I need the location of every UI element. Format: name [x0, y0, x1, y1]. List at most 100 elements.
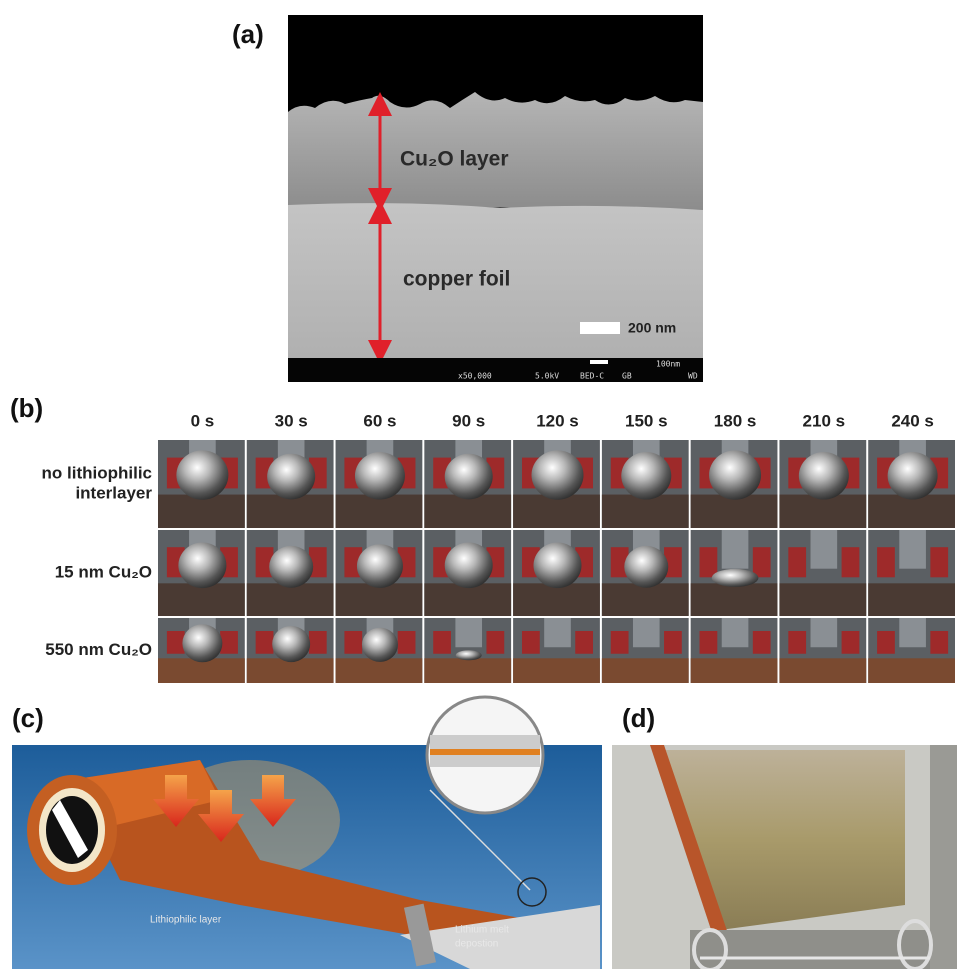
annotation: copper foil [403, 268, 510, 291]
substrate [779, 658, 866, 683]
row-label: 15 nm Cu₂O [55, 562, 152, 581]
cell-bg [753, 631, 771, 654]
time-label: 210 s [803, 411, 846, 430]
cell-bg [544, 618, 571, 647]
droplet [888, 452, 938, 500]
cell-bg [930, 631, 948, 654]
annotation: Lithiophilic layer [150, 915, 222, 926]
substrate [691, 658, 778, 683]
photo [612, 745, 957, 969]
cell-bg [256, 631, 274, 654]
cell-bg [930, 547, 948, 577]
time-label: 60 s [363, 411, 396, 430]
scale-bar-label: 200 nm [628, 320, 676, 336]
cell-bg [842, 547, 860, 577]
droplet [357, 544, 403, 588]
droplet [709, 450, 761, 499]
substrate [158, 583, 245, 616]
schematic [12, 697, 602, 969]
substrate [868, 658, 955, 683]
cell-bg [877, 631, 895, 654]
row-label: no lithiophilic [42, 463, 152, 482]
cell-bg [811, 618, 838, 647]
droplet [799, 452, 849, 500]
droplet [267, 454, 315, 500]
droplet [269, 546, 313, 588]
substrate [868, 583, 955, 616]
cell-bg [522, 631, 540, 654]
cell-bg [167, 631, 185, 654]
time-label: 180 s [714, 411, 757, 430]
cell-bg [811, 530, 838, 569]
droplet [362, 628, 398, 662]
annotation: Lithium melt [455, 925, 509, 936]
substrate [868, 495, 955, 528]
cell-bg [899, 530, 926, 569]
cell-bg [842, 631, 860, 654]
cell-bg [664, 631, 682, 654]
droplet [445, 543, 493, 589]
row-label: 550 nm Cu₂O [45, 640, 152, 659]
droplet [621, 452, 671, 500]
sem-info-text: WD [688, 372, 698, 381]
cell-bg [455, 618, 482, 647]
substrate [602, 583, 689, 616]
droplet [178, 543, 226, 589]
cell-bg [788, 631, 806, 654]
substrate [602, 495, 689, 528]
cell-bg [486, 631, 504, 654]
droplet [624, 546, 668, 588]
annotation: depostion [455, 939, 498, 950]
substrate [513, 583, 600, 616]
droplet [445, 454, 493, 500]
cell-bg [700, 547, 718, 577]
substrate [691, 583, 778, 616]
time-label: 90 s [452, 411, 485, 430]
droplet [456, 650, 482, 660]
cell-bg [309, 631, 327, 654]
sem-info-text: GB [622, 372, 632, 381]
cell-bg [433, 631, 451, 654]
panel-label: (a) [232, 19, 264, 49]
time-label: 0 s [191, 411, 215, 430]
droplet [532, 450, 584, 499]
time-label: 150 s [625, 411, 668, 430]
panel-label: (c) [12, 703, 44, 733]
substrate [247, 583, 334, 616]
row-label: interlayer [75, 483, 152, 502]
cell-bg [611, 631, 629, 654]
substrate [336, 495, 423, 528]
cell-bg [220, 631, 238, 654]
sem-info-text: 5.0kV [535, 372, 559, 381]
time-label: 240 s [891, 411, 934, 430]
cell-bg [398, 631, 416, 654]
droplet-grid: 0 s 30 s 60 s 90 s 120 s 150 s 180 s 210 s 240 s… [42, 411, 955, 683]
droplet [355, 452, 405, 500]
cell-bg [788, 547, 806, 577]
sem-info-text: 100nm [656, 360, 680, 369]
droplet [182, 624, 222, 662]
time-label: 120 s [536, 411, 579, 430]
substrate [779, 495, 866, 528]
panel-label: (b) [10, 393, 43, 423]
droplet [176, 450, 228, 499]
substrate [602, 658, 689, 683]
cell-bg [344, 631, 362, 654]
substrate [779, 583, 866, 616]
cell-bg [722, 530, 749, 569]
cell-bg [633, 618, 660, 647]
droplet [712, 569, 759, 587]
substrate [336, 583, 423, 616]
substrate [513, 658, 600, 683]
annotation: Cu₂O layer [400, 148, 509, 171]
cell-bg [877, 547, 895, 577]
substrate [424, 658, 511, 683]
time-label: 30 s [275, 411, 308, 430]
cell-bg [700, 631, 718, 654]
cell-bg [575, 631, 593, 654]
panel-label: (d) [622, 703, 655, 733]
droplet [272, 626, 310, 662]
droplet [534, 543, 582, 589]
sem-info-text: x50,000 [458, 372, 492, 381]
substrate [424, 495, 511, 528]
